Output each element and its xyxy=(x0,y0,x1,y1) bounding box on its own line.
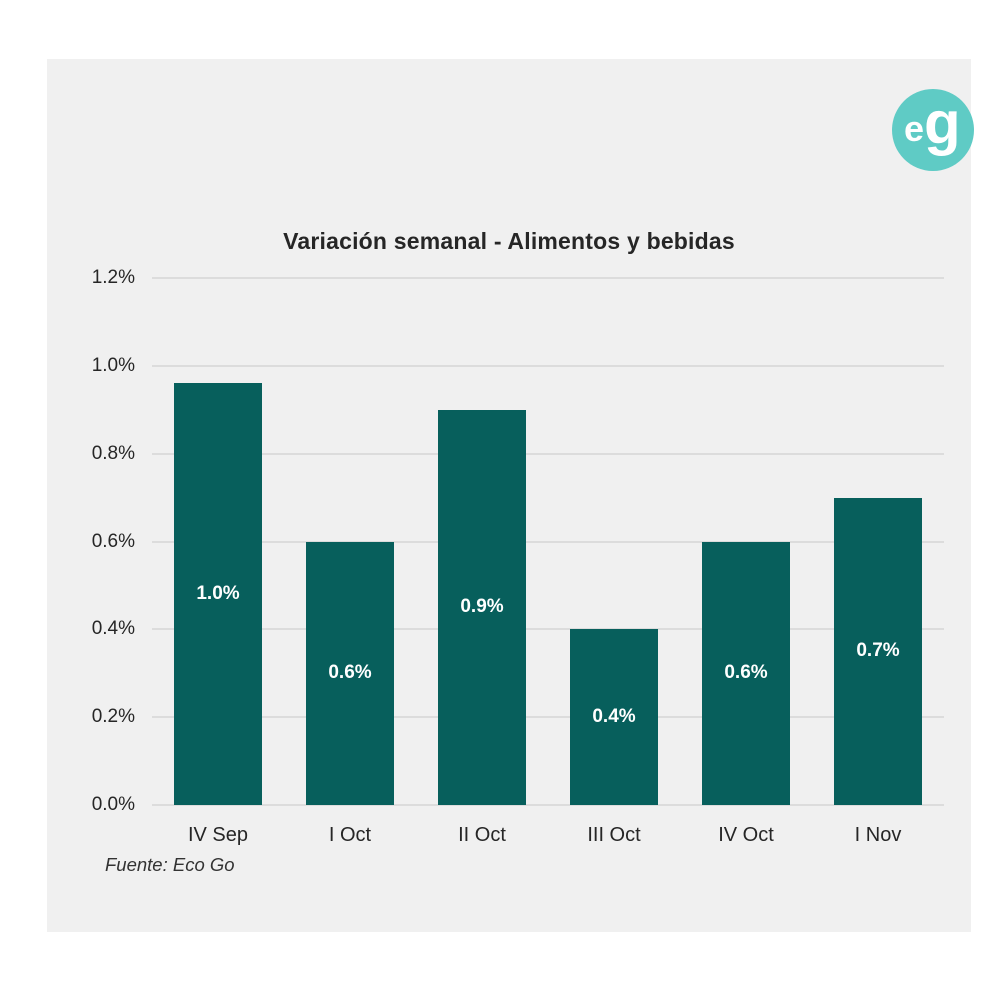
x-axis-tick-label: I Nov xyxy=(854,824,902,846)
bar-iv-oct xyxy=(702,541,790,805)
chart-title: Variación semanal - Alimentos y bebidas xyxy=(283,228,735,254)
bar-ii-oct xyxy=(438,409,526,805)
bar-value-label: 1.0% xyxy=(196,583,240,605)
x-axis-tick-label: I Oct xyxy=(328,824,372,846)
plot-area: 1.2% 1.0% 0.8% 0.6% 0.4% 0.2% 0.0% 1.0% IV Sep 0.… xyxy=(92,267,944,846)
bar-iv-sep xyxy=(174,383,262,805)
x-axis-tick-label: III Oct xyxy=(587,824,641,846)
y-axis-tick-label: 0.2% xyxy=(91,706,135,728)
gridline xyxy=(152,628,944,631)
gridline xyxy=(152,452,944,455)
bar-i-nov xyxy=(834,497,922,805)
y-axis-tick-label: 1.0% xyxy=(91,354,135,376)
logo-letter-g: g xyxy=(924,89,961,156)
gridline xyxy=(152,277,944,279)
bar-value-label: 0.6% xyxy=(724,662,768,684)
gridline xyxy=(152,716,944,719)
y-axis-tick-label: 1.2% xyxy=(91,267,135,288)
y-axis-tick-label: 0.8% xyxy=(91,442,135,464)
x-axis-tick-label: IV Oct xyxy=(718,824,774,846)
chart-card: e g Variación semanal - Alimentos y bebi… xyxy=(47,59,974,932)
source-note: Fuente: Eco Go xyxy=(105,854,235,875)
logo-letter-e: e xyxy=(904,108,925,149)
y-axis-tick-label: 0.6% xyxy=(91,530,135,552)
gridline xyxy=(152,540,944,543)
bar-i-oct xyxy=(306,541,394,805)
x-axis-tick-label: II Oct xyxy=(458,824,506,846)
y-axis-tick-label: 0.4% xyxy=(91,618,135,640)
bar-value-label: 0.9% xyxy=(460,596,504,618)
gridline xyxy=(152,804,944,806)
bar-value-label: 0.7% xyxy=(856,640,900,662)
y-axis-tick-label: 0.0% xyxy=(91,794,135,815)
gridline xyxy=(152,364,944,367)
bar-value-label: 0.6% xyxy=(328,662,372,684)
bar-iii-oct xyxy=(570,629,658,805)
eg-logo: e g xyxy=(892,89,974,171)
bar-value-label: 0.4% xyxy=(592,706,636,728)
x-axis-tick-label: IV Sep xyxy=(187,824,249,846)
